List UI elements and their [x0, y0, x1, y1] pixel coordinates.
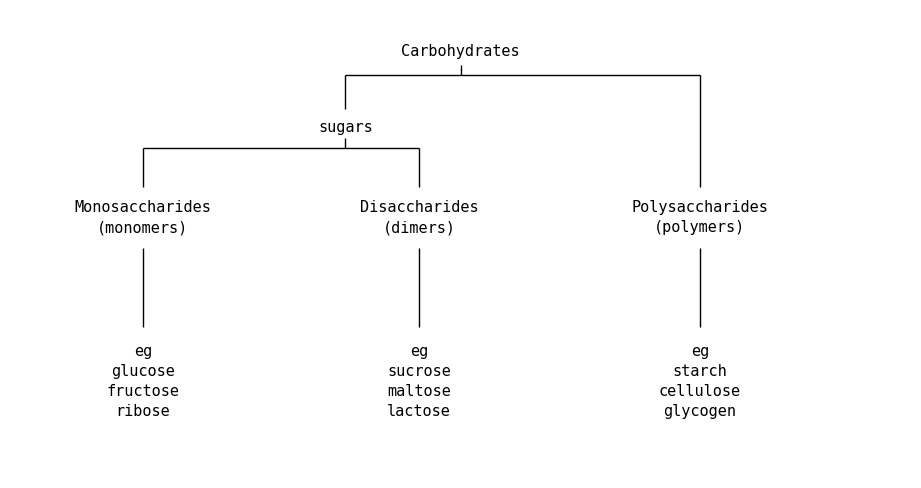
Text: Carbohydrates: Carbohydrates — [402, 44, 519, 59]
Text: Monosaccharides
(monomers): Monosaccharides (monomers) — [75, 200, 211, 235]
Text: Polysaccharides
(polymers): Polysaccharides (polymers) — [632, 200, 768, 235]
Text: eg
starch
cellulose
glycogen: eg starch cellulose glycogen — [659, 344, 741, 418]
Text: eg
glucose
fructose
ribose: eg glucose fructose ribose — [106, 344, 180, 418]
Text: Disaccharides
(dimers): Disaccharides (dimers) — [360, 200, 478, 235]
Text: sugars: sugars — [318, 120, 373, 134]
Text: eg
sucrose
maltose
lactose: eg sucrose maltose lactose — [387, 344, 451, 418]
